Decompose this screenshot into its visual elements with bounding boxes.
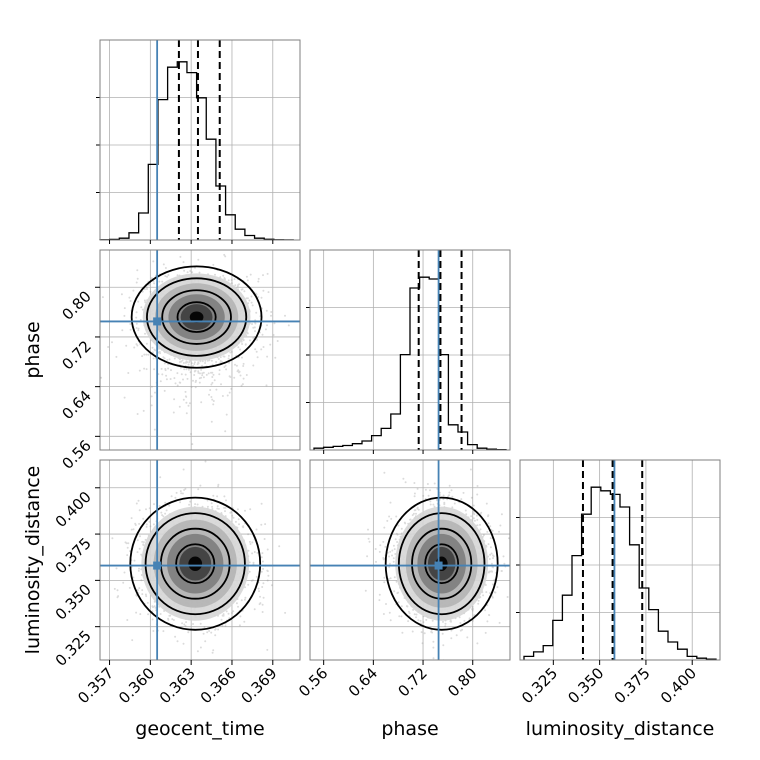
contour-line xyxy=(175,543,216,585)
contour-line xyxy=(129,496,262,631)
contour-line xyxy=(161,289,232,345)
contour-line xyxy=(384,496,499,631)
y-tick-label-phase: 0.56 xyxy=(58,436,94,472)
panel-frame xyxy=(99,249,301,451)
x-tick-label-phase: 0.64 xyxy=(345,664,381,700)
y-tick-label-luminosity_distance: 0.325 xyxy=(52,627,95,670)
contour-line xyxy=(176,301,217,333)
x-tick-label-luminosity_distance: 0.325 xyxy=(518,664,561,707)
y-tick-label-phase: 0.64 xyxy=(58,387,94,423)
x-axis-title-phase: phase xyxy=(381,718,438,740)
contour-line xyxy=(397,512,486,616)
contour-line xyxy=(424,543,460,585)
injection-marker xyxy=(153,561,162,570)
x-tick-label-phase: 0.56 xyxy=(295,664,331,700)
scatter-panel-phase_vs_luminosity_distance xyxy=(310,460,510,660)
panel-frame xyxy=(519,459,721,661)
x-tick-label-geocent_time: 0.357 xyxy=(74,664,117,707)
injection-marker xyxy=(434,561,443,570)
panel-background xyxy=(520,460,720,660)
y-tick-label-luminosity_distance: 0.400 xyxy=(52,488,95,531)
x-tick-label-geocent_time: 0.363 xyxy=(156,664,199,707)
contour-line xyxy=(411,527,473,600)
x-tick-label-luminosity_distance: 0.375 xyxy=(611,664,654,707)
histogram-panel-geocent_time xyxy=(96,39,301,241)
y-tick-label-phase: 0.72 xyxy=(58,337,94,373)
x-tick-label-geocent_time: 0.360 xyxy=(115,664,158,707)
x-tick-label-phase: 0.72 xyxy=(395,664,431,700)
x-tick-label-luminosity_distance: 0.400 xyxy=(657,664,700,707)
y-axis-title-phase: phase xyxy=(22,321,44,378)
histogram-panel-luminosity_distance xyxy=(516,459,721,661)
x-tick-label-luminosity_distance: 0.350 xyxy=(564,664,607,707)
panel-frame xyxy=(99,459,301,661)
x-tick-label-geocent_time: 0.366 xyxy=(197,664,240,707)
histogram-geocent_time xyxy=(99,61,294,241)
x-axis-title-geocent-time: geocent_time xyxy=(135,718,264,740)
y-axis-title-luminosity-distance: luminosity_distance xyxy=(22,466,44,655)
density-level xyxy=(188,556,203,571)
panel-frame xyxy=(309,459,511,661)
histogram-luminosity_distance xyxy=(523,486,717,660)
contour-line xyxy=(144,512,246,616)
histogram-phase xyxy=(313,276,507,451)
contour-line xyxy=(130,265,263,369)
panel-frame xyxy=(99,39,301,241)
y-tick-label-phase: 0.80 xyxy=(58,287,94,323)
injection-marker xyxy=(153,317,162,326)
x-tick-label-geocent_time: 0.369 xyxy=(238,664,281,707)
y-tick-label-luminosity_distance: 0.375 xyxy=(52,534,95,577)
scatter-panel-geocent_time_vs_luminosity_distance xyxy=(100,460,300,660)
x-axis-title-luminosity-distance: luminosity_distance xyxy=(526,718,715,740)
y-tick-label-luminosity_distance: 0.350 xyxy=(52,580,95,623)
panel-frame xyxy=(309,249,511,451)
scatter-panel-geocent_time_vs_phase xyxy=(100,250,300,450)
density-level xyxy=(189,311,204,323)
x-tick-label-phase: 0.80 xyxy=(444,664,480,700)
histogram-panel-phase xyxy=(306,249,511,451)
contour-line xyxy=(146,277,248,357)
panel-background xyxy=(100,40,300,240)
